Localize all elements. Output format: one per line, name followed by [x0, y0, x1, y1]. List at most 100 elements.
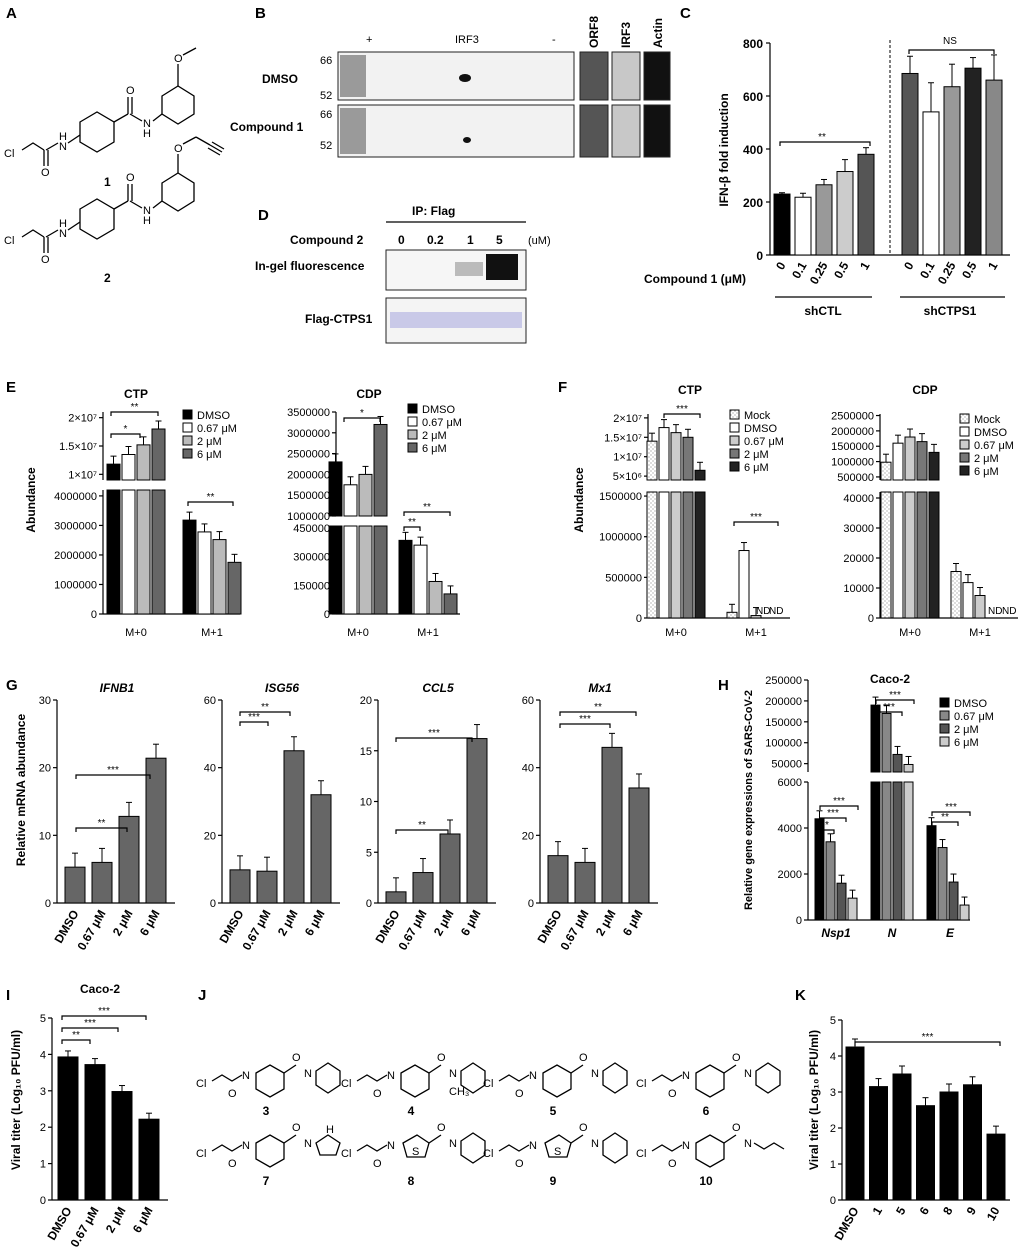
j-atom-n: N [387, 1140, 395, 1152]
svg-text:O: O [41, 167, 50, 179]
h-sig4-bracket [875, 699, 915, 704]
svg-text:O: O [174, 53, 183, 65]
h-sig5-bracket [875, 711, 903, 716]
svg-text:0: 0 [398, 233, 405, 247]
j-bond [570, 1064, 584, 1074]
panel-h-label: H [718, 677, 729, 694]
g-sig-label: ** [261, 702, 269, 713]
c-xtick-label: 0.5 [831, 259, 852, 281]
k-ytick-label: 2 [830, 1123, 836, 1135]
c-bar [857, 153, 875, 256]
h-bar [959, 904, 970, 921]
g-xtick-label: 2 μM [593, 908, 619, 939]
e-ctp-bar-upper [121, 454, 136, 481]
e-cdp-legend-label: DMSO [422, 404, 455, 416]
h-legend-label: 6 μM [954, 737, 979, 749]
e-ctp-bar-lower [106, 489, 121, 615]
k-ytick-label: 4 [830, 1051, 836, 1063]
j-atom-o: O [668, 1088, 677, 1100]
i-ylabel: Viral titer (Log₁₀ PFU/ml) [9, 1030, 23, 1170]
h-sig7-bracket [931, 821, 959, 826]
j-bond [356, 1074, 388, 1082]
j-atom-o: O [579, 1052, 588, 1064]
e-ctp-bar-upper [106, 463, 121, 481]
f-cdp-bar-lower [904, 491, 916, 619]
panel-d-label: D [258, 207, 269, 224]
c-xtick-label: 0 [901, 259, 917, 272]
j-atom-o: O [292, 1052, 301, 1064]
j-atom-cl: Cl [196, 1148, 206, 1160]
f-cdp-ytick-label: 40000 [843, 493, 874, 505]
j-compound-number: 6 [703, 1104, 710, 1118]
h-bar [948, 881, 959, 921]
e-cdp-sig3-bracket [403, 526, 421, 531]
c-group-shctl: shCTL [804, 304, 841, 318]
f-ctp-ytick-label: 1000000 [599, 532, 642, 544]
i-ytick-label: 2 [40, 1122, 46, 1134]
k-bar [916, 1105, 935, 1201]
e-cdp-bar [413, 544, 428, 615]
panel-a-label: A [6, 5, 17, 22]
k-ylabel: Viral titer (Log₁₀ PFU/ml) [807, 1030, 821, 1170]
j-atom-n: N [304, 1138, 312, 1150]
svg-text:NS: NS [943, 36, 957, 47]
j-atom-cl: Cl [341, 1078, 351, 1090]
j-atom-n: N [449, 1138, 457, 1150]
h-bar-upper [892, 753, 903, 773]
h-sig4-label: *** [889, 690, 901, 701]
svg-text:M+0: M+0 [125, 627, 147, 639]
g-ytick-label: 0 [210, 898, 216, 910]
g-bar [229, 869, 251, 904]
svg-text:O: O [126, 85, 135, 97]
f-ctp-ytick-label: 5×10⁶ [613, 471, 642, 483]
e-cdp-legend-swatch [407, 442, 418, 453]
j-atom-n: N [304, 1068, 312, 1080]
h-sig3-bracket [819, 829, 835, 834]
svg-text:-: - [552, 34, 556, 46]
g-ytick-label: 60 [522, 695, 534, 707]
c-ytick-label: 200 [743, 196, 763, 210]
e-ctp-legend-swatch [182, 448, 193, 459]
f-ctp-legend-swatch [729, 435, 740, 446]
f-ctp-ytick-label: 1×10⁷ [613, 452, 642, 464]
svg-text:Compound 2: Compound 2 [290, 233, 364, 247]
h-ytick-label: 2000 [778, 869, 802, 881]
f-ctp-sig2-label: *** [750, 512, 762, 523]
f-cdp-legend-swatch [959, 413, 970, 424]
h-legend-swatch [939, 710, 950, 721]
j-atom-o: O [437, 1052, 446, 1064]
f-ctp-legend-swatch [729, 448, 740, 459]
e-ctp-bar [212, 539, 227, 615]
g-xtick-label: 6 μM [458, 908, 484, 939]
e-cdp-bar-upper [328, 461, 343, 517]
e-cdp-ytick-label: 1500000 [287, 490, 330, 502]
e-ctp-sig2-bracket [110, 433, 141, 438]
g-xtick-label: 2 μM [110, 908, 136, 939]
h-bar-lower [903, 781, 914, 921]
i-ytick-label: 4 [40, 1049, 46, 1061]
h-bar-upper [881, 712, 892, 773]
f-cdp-bar-lower [880, 491, 892, 619]
j-bond [211, 1144, 243, 1152]
svg-text:CTP: CTP [678, 383, 702, 397]
e-cdp-sig3-label: ** [408, 517, 416, 528]
k-bar [845, 1046, 865, 1201]
j-atom-o: O [668, 1158, 677, 1170]
f-cdp-legend-swatch [959, 439, 970, 450]
e-cdp-legend-swatch [407, 403, 418, 414]
g-bar [256, 870, 278, 904]
c-xtick-label: 0.5 [959, 259, 980, 281]
f-ctp-bar-upper [646, 440, 658, 481]
h-ytick-label: 200000 [765, 696, 802, 708]
j-atom-cl: Cl [636, 1078, 646, 1090]
c-bar [794, 196, 812, 256]
k-ytick-label: 1 [830, 1159, 836, 1171]
chart-c: IFN-β fold induction Compound 1 (μM) shC… [644, 36, 1010, 318]
j-atom-cl: Cl [636, 1148, 646, 1160]
f-ctp-nd-label: ND [756, 606, 770, 617]
svg-text:(uM): (uM) [528, 235, 551, 247]
c-bar [964, 67, 982, 256]
f-cdp-ytick-label: 0 [868, 613, 874, 625]
